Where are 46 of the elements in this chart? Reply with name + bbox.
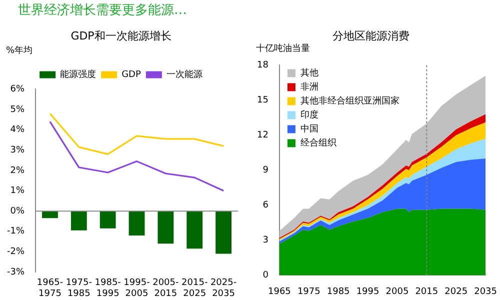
text: 世界经济增长需要更多能源… <box>17 2 188 20</box>
legend-label: 中国 <box>300 124 318 135</box>
y-tick-label: -1% <box>6 226 25 237</box>
y-tick-label: 3 <box>262 236 268 246</box>
y-axis-title: %年均 <box>6 45 33 56</box>
y-tick-label: 0 <box>262 270 269 281</box>
y-tick-label: 6% <box>10 84 25 95</box>
y-tick-label: 1% <box>10 186 25 196</box>
x-tick-label: 2035 <box>474 286 497 297</box>
y-axis-title: 十亿吨油当量 <box>256 43 310 54</box>
x-tick-label: 2015-2025 <box>182 278 208 299</box>
legend-label: 非洲 <box>300 82 318 93</box>
legend-label: 其他非经合组织亚洲国家 <box>300 96 400 107</box>
y-tick-label: 4% <box>10 125 25 136</box>
legend-label: 能源强度 <box>60 69 96 80</box>
y-tick-label: 2% <box>10 166 25 176</box>
y-tick-label: -2% <box>6 247 25 258</box>
x-tick-label: 1995-2005 <box>124 278 150 299</box>
y-tick-label: 18 <box>257 60 269 71</box>
x-tick-label: 2025-2035 <box>210 278 237 299</box>
y-tick-label: 0% <box>10 206 25 216</box>
y-tick-label: 9 <box>262 166 269 176</box>
x-tick-label: 1995 <box>356 286 380 297</box>
x-tick-label: 1985-1995 <box>94 278 121 299</box>
y-tick-label: 3% <box>10 145 25 156</box>
y-tick-label: -3% <box>6 267 25 278</box>
y-tick-label: 12 <box>257 130 268 141</box>
legend-label: 其他 <box>300 68 318 79</box>
y-tick-label: 6 <box>262 200 269 211</box>
x-tick-label: 1965-1975 <box>36 278 64 299</box>
x-tick-label: 2005-2015 <box>152 278 179 299</box>
legend-label: 经合组织 <box>300 138 336 149</box>
legend-label: 一次能源 <box>166 69 202 80</box>
x-tick-label: 2005 <box>386 286 409 297</box>
x-tick-label: 2015 <box>415 286 438 297</box>
chart-title: 分地区能源消费 <box>332 29 410 42</box>
legend-label: 印度 <box>300 110 318 121</box>
x-tick-label: 2025 <box>444 286 468 297</box>
y-tick-label: 15 <box>257 96 268 106</box>
y-tick-label: 5% <box>10 104 25 115</box>
x-tick-label: 1985 <box>326 286 350 297</box>
x-tick-label: 1975-1985 <box>66 278 92 299</box>
legend-label: GDP <box>122 70 142 80</box>
x-tick-label: 1975 <box>297 286 320 297</box>
chart-title: GDP和一次能源增长 <box>70 29 172 42</box>
x-tick-label: 1965 <box>268 286 291 297</box>
